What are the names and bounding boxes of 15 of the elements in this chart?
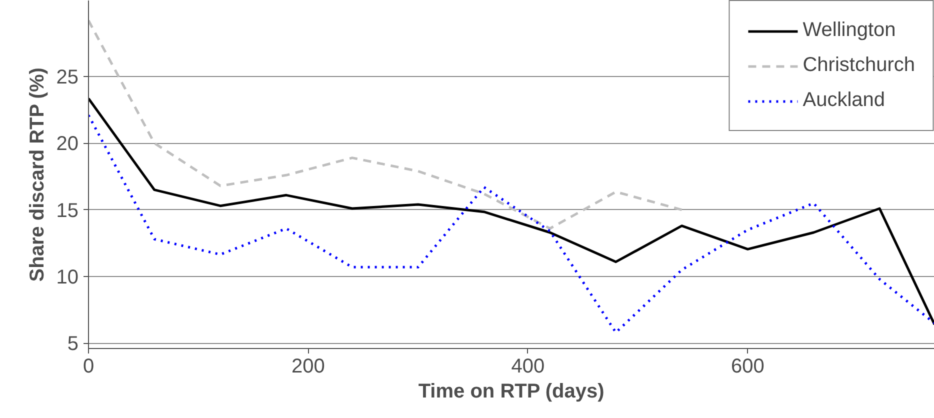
y-tick-label: 15: [56, 200, 79, 222]
legend-label: Wellington: [802, 19, 896, 42]
x-tick-label: 0: [82, 356, 94, 378]
y-tick-label: 20: [56, 133, 79, 156]
line-series: [88, 19, 684, 230]
y-tick-label: 5: [67, 333, 78, 356]
x-tick-label: 200: [292, 356, 325, 378]
y-axis-title: Share discard RTP (%): [26, 68, 48, 282]
x-tick-label: 600: [731, 356, 764, 378]
x-axis-title: Time on RTP (days): [418, 380, 604, 402]
x-tick-label: 400: [511, 356, 545, 378]
legend-label: Christchurch: [802, 54, 915, 77]
y-tick-label: 10: [56, 266, 79, 288]
legend-label: Auckland: [802, 89, 886, 112]
y-tick-label: 25: [56, 66, 79, 88]
